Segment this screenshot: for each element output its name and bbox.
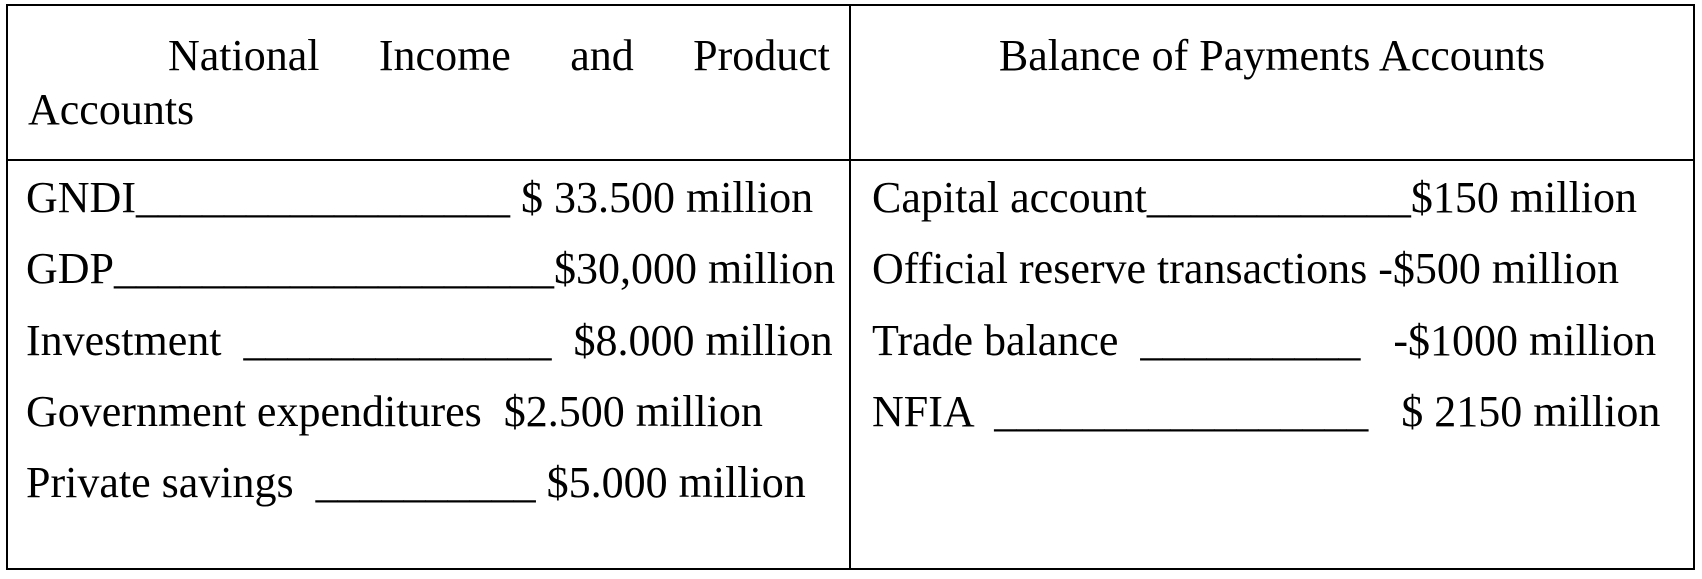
national-income-header-line1: National Income and Product	[168, 31, 830, 80]
header-divider	[6, 159, 1695, 161]
nfia-row: NFIA _________________ $ 2150 million	[872, 387, 1661, 436]
gdp-row: GDP____________________$30,000 million	[26, 244, 836, 293]
capital-account-row: Capital account____________$150 million	[872, 173, 1638, 222]
private-savings-row: Private savings __________ $5.000 millio…	[26, 458, 806, 507]
national-income-header-line2: Accounts	[28, 85, 195, 134]
column-divider	[849, 4, 851, 570]
balance-of-payments-header: Balance of Payments Accounts	[998, 31, 1546, 80]
gndi-row: GNDI_________________ $ 33.500 million	[26, 173, 814, 222]
trade-balance-row: Trade balance __________ -$1000 million	[872, 316, 1657, 365]
government-expenditures-row: Government expenditures $2.500 million	[26, 387, 763, 436]
investment-row: Investment ______________ $8.000 million	[26, 316, 833, 365]
official-reserve-transactions-row: Official reserve transactions -$500 mill…	[872, 244, 1619, 293]
